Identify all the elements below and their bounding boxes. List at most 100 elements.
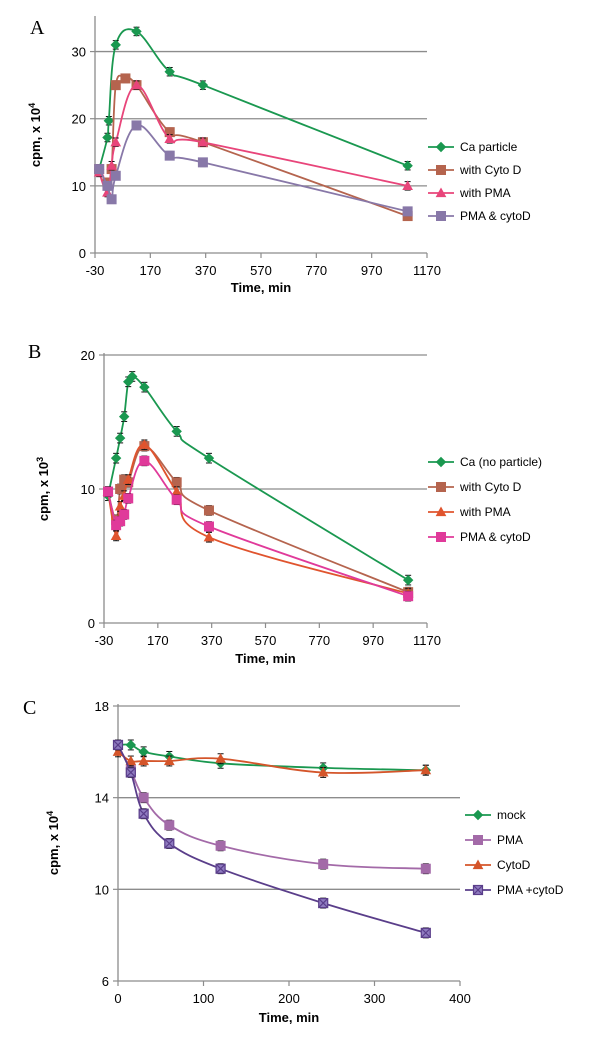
data-point <box>420 927 431 938</box>
data-point <box>131 26 142 37</box>
x-tick-label: 770 <box>308 633 330 648</box>
x-axis-title: Time, min <box>235 651 296 666</box>
series-3 <box>94 120 413 217</box>
legend-marker <box>435 141 447 153</box>
x-tick-label: 570 <box>255 633 277 648</box>
data-point <box>120 73 131 84</box>
y-tick-label: 0 <box>79 246 86 261</box>
data-point <box>402 574 414 586</box>
x-tick-label: 300 <box>364 991 386 1006</box>
data-point <box>139 381 150 393</box>
chart-panel-c: C 0 100 200 300 400 6 10 14 18 Time, min cpm, x 104… <box>23 697 564 1025</box>
y-tick-label: 10 <box>95 882 109 897</box>
data-point <box>403 591 414 602</box>
panel-label: C <box>23 697 36 719</box>
data-point <box>112 739 124 751</box>
legend-label: Ca (no particle) <box>460 455 542 469</box>
data-point <box>94 164 105 175</box>
series-line <box>107 374 409 581</box>
x-tick-label: 170 <box>147 633 169 648</box>
series-1 <box>94 73 413 222</box>
legend-label: mock <box>497 808 527 822</box>
legend-label: with Cyto D <box>459 480 522 494</box>
x-tick-label: 1170 <box>413 263 441 278</box>
data-point <box>110 39 121 51</box>
x-tick-label: 770 <box>305 263 327 278</box>
series-0 <box>93 26 413 175</box>
x-tick-label: 0 <box>114 991 121 1006</box>
y-tick-label: 18 <box>95 699 109 714</box>
y-tick-label: 20 <box>72 112 86 127</box>
data-point <box>106 194 117 205</box>
panel-label: B <box>28 341 41 363</box>
y-axis-title-exponent: 4 <box>45 811 55 816</box>
data-point <box>420 764 432 775</box>
data-point <box>110 170 121 181</box>
legend-item: with Cyto D <box>428 480 522 494</box>
data-point <box>110 80 121 91</box>
legend-label: PMA & cytoD <box>460 530 531 544</box>
data-point <box>318 859 329 870</box>
data-point <box>103 115 115 126</box>
data-point <box>102 132 113 143</box>
data-point <box>103 486 114 497</box>
series-2 <box>112 746 432 778</box>
data-point <box>164 66 175 77</box>
legend-marker <box>473 835 483 845</box>
legend-marker <box>435 187 447 198</box>
series-line <box>98 74 408 217</box>
x-tick-label: -30 <box>86 263 105 278</box>
data-point <box>215 840 226 851</box>
legend-marker <box>472 859 484 870</box>
data-point <box>110 452 122 464</box>
series-0 <box>102 371 414 586</box>
data-point <box>164 838 175 849</box>
data-point <box>215 863 226 874</box>
x-axis-title: Time, min <box>231 280 292 295</box>
data-point <box>215 753 226 763</box>
series-2 <box>93 79 413 198</box>
legend-marker <box>435 456 447 468</box>
data-point <box>123 493 134 504</box>
data-point <box>102 180 113 191</box>
legend-item: Ca (no particle) <box>428 455 542 469</box>
data-point <box>203 505 214 516</box>
y-tick-label: 10 <box>72 179 86 194</box>
legend-item: PMA & cytoD <box>428 209 531 223</box>
data-point <box>164 133 176 143</box>
data-point <box>110 136 122 147</box>
data-point <box>203 521 214 532</box>
data-point <box>317 766 329 777</box>
x-tick-label: 400 <box>449 991 471 1006</box>
y-axis-title: cpm, x 104 <box>27 103 43 167</box>
panel-label: A <box>30 17 45 39</box>
legend-label: Ca particle <box>460 140 518 154</box>
data-point <box>138 808 149 819</box>
x-tick-label: 200 <box>278 991 300 1006</box>
data-point <box>138 746 149 758</box>
legend-item: CytoD <box>465 858 531 872</box>
legend-item: PMA & cytoD <box>428 530 531 544</box>
x-tick-label: 370 <box>201 633 223 648</box>
legend-marker <box>472 809 484 821</box>
data-point <box>118 411 130 422</box>
data-point <box>125 739 137 751</box>
series-line <box>117 744 427 934</box>
legend-label: PMA <box>497 833 523 847</box>
legend-item: with Cyto D <box>428 163 522 177</box>
series-line <box>107 459 409 598</box>
data-point <box>131 120 142 131</box>
data-point <box>402 206 413 217</box>
x-tick-label: -30 <box>95 633 114 648</box>
legend-item: PMA <box>465 833 523 847</box>
legend-item: PMA +cytoD <box>465 883 564 897</box>
y-tick-label: 30 <box>72 45 86 60</box>
y-axis-title-exponent: 3 <box>35 457 45 462</box>
legend-label: with Cyto D <box>459 163 522 177</box>
data-point <box>114 432 126 444</box>
legend-item: Ca particle <box>428 140 518 154</box>
y-axis-title: cpm, x 104 <box>45 811 61 875</box>
series-3 <box>103 455 414 602</box>
data-point <box>139 455 150 466</box>
data-point <box>125 755 137 766</box>
